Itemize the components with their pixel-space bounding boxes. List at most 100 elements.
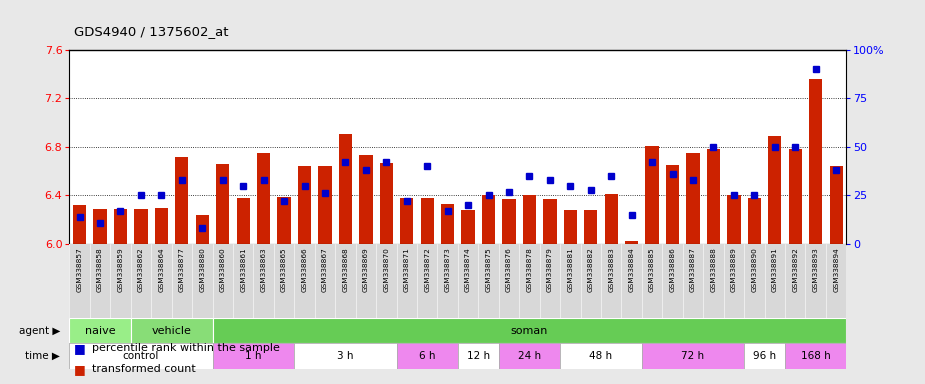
Bar [401,198,413,244]
Bar [625,242,638,244]
Bar [213,343,294,369]
Bar [421,198,434,244]
Bar [502,199,515,244]
Bar [785,343,846,369]
Text: GSM338878: GSM338878 [526,248,533,293]
Text: GSM338871: GSM338871 [403,248,410,293]
Text: GSM338880: GSM338880 [199,248,205,293]
Text: 12 h: 12 h [467,351,490,361]
Bar [93,209,106,244]
Bar [69,318,130,343]
Text: GSM338868: GSM338868 [342,248,349,292]
Bar [196,215,209,244]
Text: 6 h: 6 h [419,351,436,361]
Text: GSM338859: GSM338859 [117,248,124,292]
Bar [237,198,250,244]
Text: GSM338888: GSM338888 [710,248,717,293]
Text: percentile rank within the sample: percentile rank within the sample [92,343,280,353]
Text: GSM338857: GSM338857 [77,248,82,292]
Bar [130,318,213,343]
Bar [175,157,189,244]
Bar [809,79,822,244]
Bar [154,207,168,244]
Bar [213,318,846,343]
Text: GSM338884: GSM338884 [629,248,635,292]
Text: GSM338879: GSM338879 [547,248,553,293]
Text: GSM338877: GSM338877 [179,248,185,293]
Text: time ▶: time ▶ [25,351,60,361]
Bar [278,197,290,244]
Bar [744,343,785,369]
Text: GSM338869: GSM338869 [363,248,369,292]
Bar [499,343,561,369]
Bar [768,136,782,244]
Text: 72 h: 72 h [682,351,705,361]
Bar [727,195,741,244]
Text: vehicle: vehicle [152,326,191,336]
Text: naive: naive [85,326,116,336]
Text: GSM338892: GSM338892 [792,248,798,293]
Text: GSM338887: GSM338887 [690,248,696,293]
Text: GSM338866: GSM338866 [302,248,307,292]
Text: GSM338864: GSM338864 [158,248,165,292]
Bar [523,195,536,244]
Text: GSM338865: GSM338865 [281,248,287,292]
Text: agent ▶: agent ▶ [18,326,60,336]
Bar [563,210,577,244]
Text: ■: ■ [74,342,86,355]
Text: soman: soman [511,326,549,336]
Text: GSM338874: GSM338874 [465,248,471,292]
Bar [686,153,699,244]
Bar [298,166,311,244]
Text: GSM338893: GSM338893 [813,248,819,292]
Bar [543,199,557,244]
Text: GSM338891: GSM338891 [771,248,778,293]
Bar [747,198,761,244]
Bar [482,195,495,244]
Text: GSM338886: GSM338886 [670,248,675,292]
Text: transformed count: transformed count [92,364,196,374]
Bar [73,205,86,244]
Text: GSM338858: GSM338858 [97,248,103,292]
Text: GSM338889: GSM338889 [731,248,737,293]
Bar [216,164,229,244]
Text: control: control [123,351,159,361]
Text: ■: ■ [74,363,86,376]
Bar [585,210,598,244]
Bar [561,343,642,369]
Text: 168 h: 168 h [801,351,831,361]
Bar [605,194,618,244]
Text: 3 h: 3 h [338,351,353,361]
Bar [707,149,720,244]
Text: GSM338873: GSM338873 [445,248,450,292]
Text: GSM338883: GSM338883 [609,248,614,292]
Text: 48 h: 48 h [589,351,612,361]
Bar [642,343,744,369]
Bar [318,166,332,244]
Text: GSM338861: GSM338861 [240,248,246,292]
Bar [397,343,458,369]
Text: GSM338894: GSM338894 [833,248,839,292]
Bar [646,146,659,244]
Bar [462,210,475,244]
Bar [134,209,148,244]
Text: GSM338860: GSM338860 [220,248,226,292]
Text: GSM338862: GSM338862 [138,248,144,292]
Text: GSM338885: GSM338885 [649,248,655,292]
Bar [339,134,352,244]
Bar [458,343,499,369]
Bar [441,204,454,244]
Text: GSM338867: GSM338867 [322,248,328,292]
Bar [789,149,802,244]
Bar [359,156,373,244]
Bar [379,163,393,244]
Text: 24 h: 24 h [518,351,541,361]
Bar [257,153,270,244]
Text: GSM338876: GSM338876 [506,248,512,292]
Bar [114,209,127,244]
Bar [69,343,213,369]
Text: 96 h: 96 h [753,351,776,361]
Text: GSM338890: GSM338890 [751,248,758,293]
Text: GSM338872: GSM338872 [425,248,430,293]
Text: 1 h: 1 h [245,351,262,361]
